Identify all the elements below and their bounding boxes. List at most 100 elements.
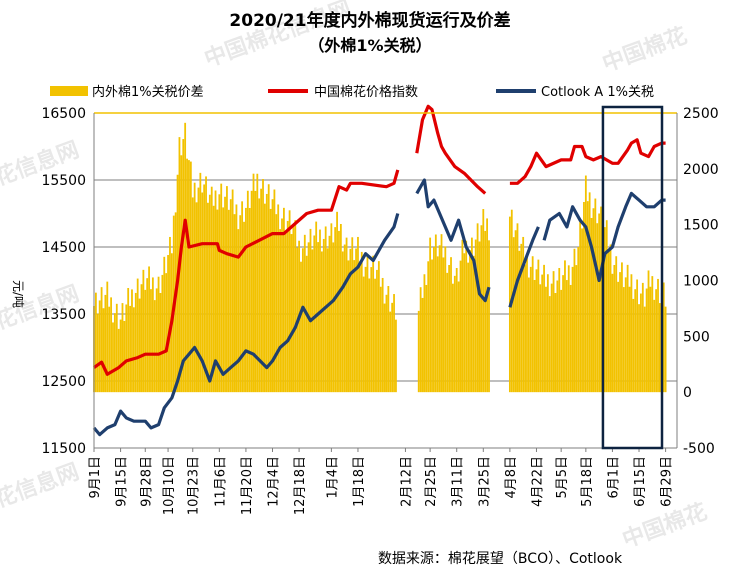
spread-bar	[349, 248, 352, 393]
spread-bar	[467, 262, 470, 393]
spread-bar	[317, 242, 319, 393]
spread-bar	[148, 266, 150, 393]
x-tick-label: 11月6日	[213, 456, 228, 507]
spread-bar	[533, 279, 536, 393]
spread-bar	[613, 265, 616, 393]
axes: 16500 15500 14500 13500 12500 11500 2500 2000 15…	[41, 106, 718, 515]
spread-bar	[453, 275, 456, 393]
spread-bar	[355, 248, 357, 393]
spread-bar	[603, 227, 606, 393]
spread-bar	[444, 246, 447, 393]
spread-bar	[305, 255, 308, 393]
spread-bar	[208, 194, 211, 393]
spread-bar	[647, 270, 650, 393]
y-left-tick-label: 15500	[41, 173, 86, 189]
spread-bar	[590, 217, 593, 393]
spread-bar	[279, 229, 282, 393]
spread-bar	[246, 190, 249, 393]
spread-bar	[328, 235, 331, 393]
spread-bar	[461, 239, 464, 393]
spread-bar	[163, 256, 166, 393]
spread-bar	[197, 187, 200, 393]
spread-bar	[262, 178, 264, 393]
spread-bar	[423, 274, 426, 393]
spread-bar	[520, 243, 523, 393]
spread-bar	[284, 231, 287, 393]
spread-bar	[167, 255, 169, 393]
spread-bar	[345, 237, 348, 393]
spread-bar	[315, 221, 318, 393]
spread-bar	[512, 237, 515, 393]
x-tick-label: 3月11日	[451, 456, 466, 507]
spread-bar	[357, 236, 359, 393]
chart-title: 2020/21年度内外棉现货运行及价差	[229, 10, 510, 31]
spread-bar	[184, 122, 187, 393]
spread-bar	[632, 298, 635, 393]
spread-bar	[322, 238, 325, 393]
spread-bar	[488, 240, 490, 393]
spread-bar	[484, 230, 487, 393]
spread-bar	[102, 308, 105, 393]
spread-bar	[419, 287, 422, 393]
spread-bar	[472, 255, 475, 393]
spread-bar	[313, 235, 316, 393]
spread-bar	[522, 236, 525, 393]
spread-bar	[258, 198, 261, 393]
spread-bar	[594, 198, 597, 393]
spread-bar	[281, 218, 283, 393]
spread-bar	[622, 287, 625, 393]
x-tick-label: 3月25日	[477, 456, 492, 507]
spread-bar	[250, 190, 253, 393]
spread-bar	[309, 228, 312, 393]
spread-bar	[577, 247, 580, 393]
spread-bar	[564, 260, 566, 393]
series-line-segment	[508, 226, 540, 308]
spread-bar	[121, 303, 124, 393]
spread-bar	[417, 310, 420, 393]
spread-bar	[336, 211, 338, 393]
spread-bar	[252, 173, 255, 393]
spread-bar	[290, 234, 293, 393]
legend-label-china-index: 中国棉花价格指数	[314, 84, 418, 100]
spread-bar	[100, 287, 103, 393]
spread-bar	[150, 289, 152, 393]
spread-bar	[514, 230, 517, 393]
spread-bar	[643, 306, 646, 393]
y-left-tick-label: 13500	[41, 307, 86, 323]
spread-bar	[537, 259, 540, 393]
x-tick-label: 12月4日	[267, 456, 282, 507]
spread-bar	[611, 273, 614, 393]
x-tick-label: 5月5日	[555, 456, 570, 499]
spread-bar	[628, 286, 631, 393]
spread-bar	[273, 189, 276, 393]
spread-bar	[459, 260, 462, 393]
series-line-segment	[542, 191, 666, 283]
spread-bar	[267, 184, 270, 393]
spread-bar	[169, 236, 171, 393]
spread-bar	[436, 256, 439, 393]
spread-bar	[153, 300, 156, 393]
spread-bar	[379, 286, 382, 393]
spread-bar	[227, 209, 230, 393]
spread-bar	[245, 207, 247, 393]
y-right-tick-label: -500	[683, 441, 715, 457]
spread-bar	[592, 208, 595, 393]
spread-bar	[275, 214, 278, 393]
spread-bar	[351, 237, 354, 393]
spread-bar	[565, 280, 568, 393]
y-left-tick-label: 11500	[41, 441, 86, 457]
spread-bar	[188, 160, 190, 393]
spread-bar	[455, 267, 458, 393]
spread-bar	[374, 278, 376, 393]
spread-bar	[385, 294, 388, 393]
spread-bar	[391, 302, 394, 393]
spread-bar	[269, 208, 272, 393]
spread-bar	[338, 230, 340, 393]
y-axis-left-label: 元/吨	[11, 280, 25, 308]
spread-bar	[469, 250, 471, 393]
spread-bar	[573, 248, 576, 393]
spread-bar	[471, 237, 473, 393]
spread-bar	[146, 278, 149, 393]
spread-bar	[108, 306, 111, 393]
